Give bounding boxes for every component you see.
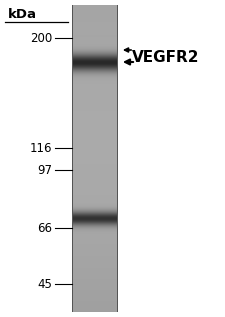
Text: kDa: kDa: [8, 8, 37, 21]
Text: 45: 45: [37, 277, 52, 290]
Text: 66: 66: [37, 222, 52, 235]
Text: VEGFR2: VEGFR2: [132, 49, 200, 64]
Text: 116: 116: [29, 141, 52, 154]
Text: 97: 97: [37, 164, 52, 177]
Text: 200: 200: [30, 31, 52, 44]
